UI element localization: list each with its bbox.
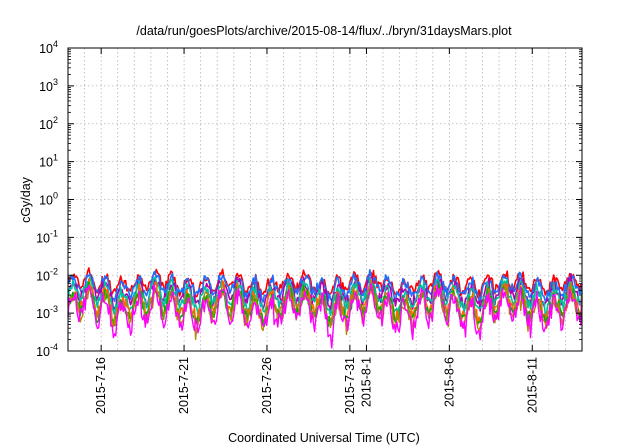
x-tick-label: 2015-8-1 — [360, 357, 374, 407]
x-tick-label: 2015-7-31 — [343, 357, 357, 414]
y-tick-label-base: 10 — [36, 307, 50, 321]
y-tick-label-base: 10 — [39, 194, 53, 208]
x-axis-tick-labels: 2015-7-16 2015-7-21 2015-7-26 2015-7-31 2015… — [94, 357, 539, 414]
series-group — [67, 267, 583, 349]
series-line-2 — [67, 269, 583, 303]
x-tick-label: 2015-8-11 — [525, 357, 539, 413]
y-tick-label: 101 — [39, 153, 58, 170]
y-tick-label: 10-4 — [36, 342, 58, 359]
y-tick-label-base: 10 — [36, 345, 50, 359]
y-tick-label-exponent: -1 — [50, 228, 58, 238]
y-tick-label: 103 — [39, 77, 58, 94]
y-tick-label-base: 10 — [39, 156, 53, 170]
y-tick-label: 10-3 — [36, 304, 58, 321]
x-tick-label: 2015-7-21 — [177, 357, 191, 414]
y-tick-label-base: 10 — [39, 118, 53, 132]
y-tick-label-base: 10 — [36, 269, 50, 283]
y-tick-label-exponent: -3 — [50, 304, 58, 314]
y-tick-label-base: 10 — [36, 231, 50, 245]
axis-ticks — [68, 47, 582, 352]
y-tick-label-exponent: 3 — [53, 77, 58, 87]
y-tick-label-exponent: 0 — [53, 191, 58, 201]
y-tick-label-exponent: 1 — [53, 153, 58, 163]
y-tick-label: 10-1 — [36, 228, 58, 245]
series-line-8 — [67, 282, 583, 349]
x-tick-label: 2015-7-16 — [94, 357, 108, 414]
y-tick-label: 10-2 — [36, 266, 58, 283]
y-tick-label-exponent: 4 — [53, 39, 58, 49]
chart-title: /data/run/goesPlots/archive/2015-08-14/f… — [136, 24, 512, 38]
y-tick-label-base: 10 — [39, 80, 53, 94]
x-tick-label: 2015-7-26 — [260, 357, 274, 414]
x-axis-label: Coordinated Universal Time (UTC) — [228, 431, 420, 445]
y-tick-label: 100 — [39, 191, 58, 208]
y-tick-label-exponent: 2 — [53, 115, 58, 125]
y-tick-label-exponent: -2 — [50, 266, 58, 276]
y-tick-label-base: 10 — [39, 42, 53, 56]
y-axis-label: cGy/day — [19, 176, 33, 223]
y-tick-label: 102 — [39, 115, 58, 132]
y-tick-label-exponent: -4 — [50, 342, 58, 352]
y-tick-label: 104 — [39, 39, 58, 56]
x-tick-label: 2015-8-6 — [442, 357, 456, 407]
